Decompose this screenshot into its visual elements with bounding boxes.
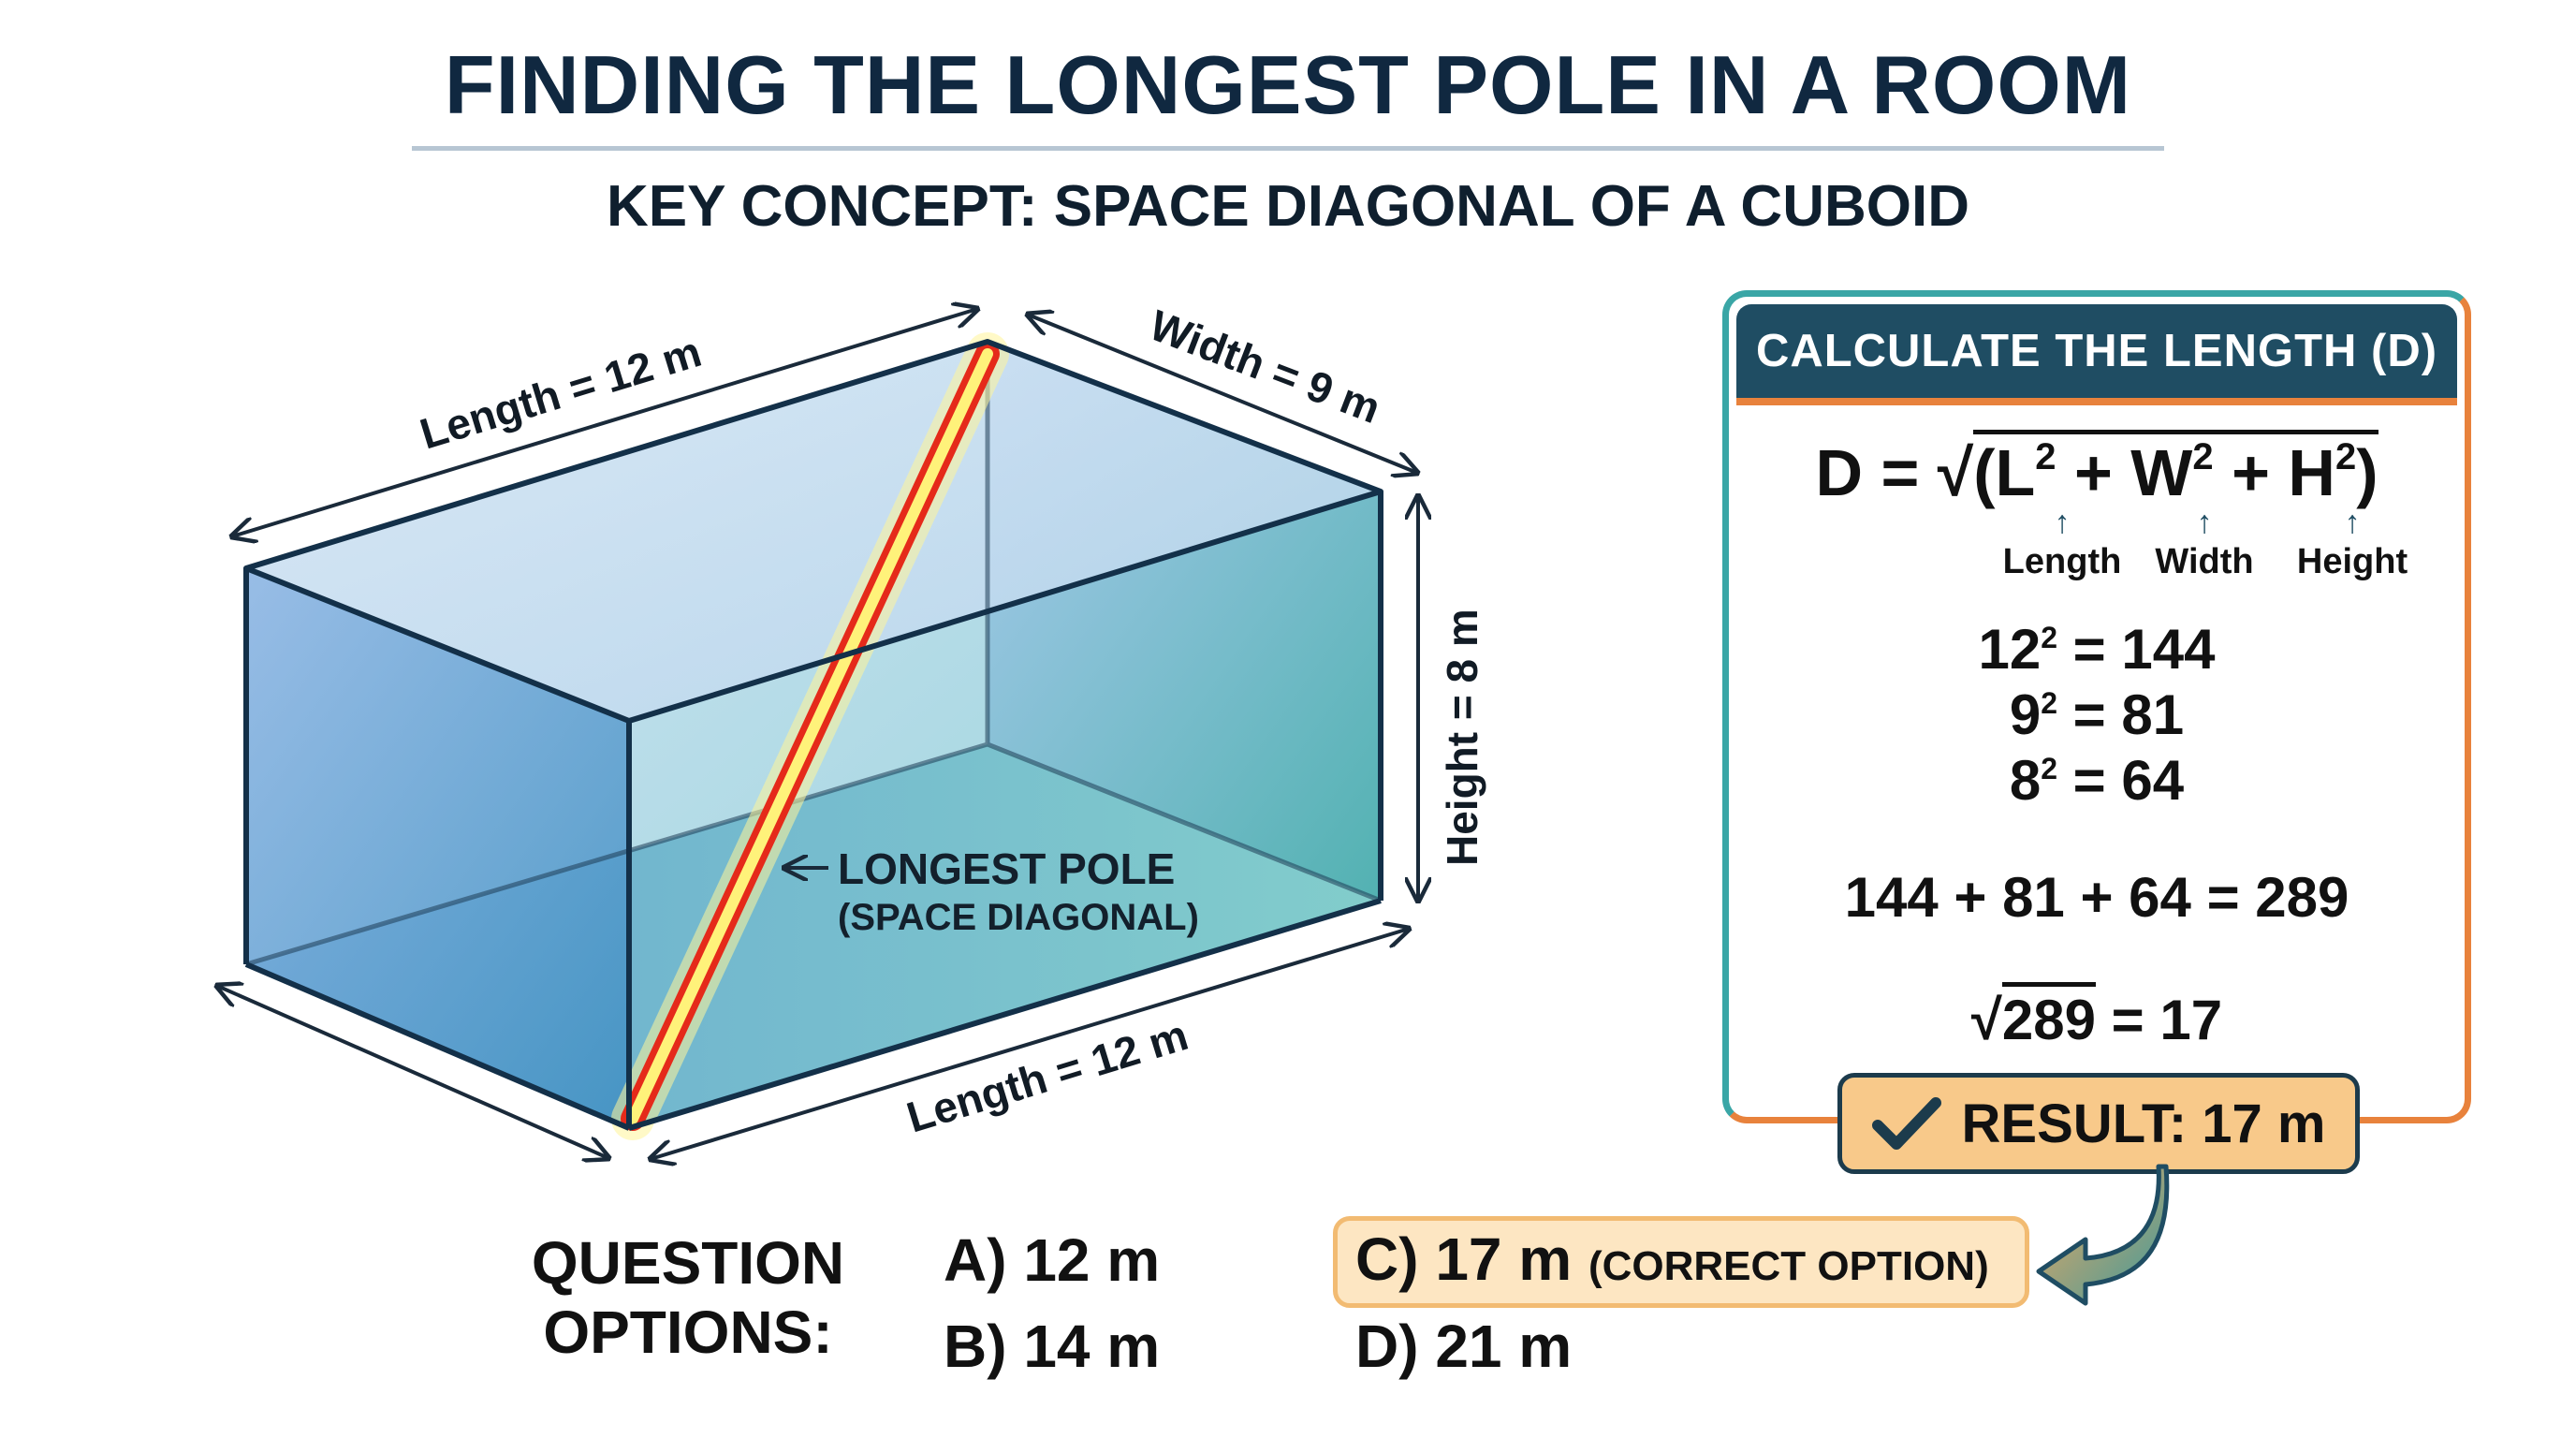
root-line: √289 = 17 xyxy=(1729,982,2465,1052)
pole-sublabel: (SPACE DIAGONAL) xyxy=(838,897,1199,938)
hidden-edges xyxy=(245,342,1382,967)
calc-header-accent xyxy=(1736,398,2457,405)
option-d: D) 21 m xyxy=(1355,1313,1573,1380)
option-b: B) 14 m xyxy=(944,1313,1161,1380)
checkmark-icon xyxy=(1871,1097,1941,1150)
sqrt-icon: √ xyxy=(1970,989,2002,1051)
square-line: 82 = 64 xyxy=(2009,749,2185,812)
title-divider xyxy=(412,146,2164,151)
var-label-length: Length xyxy=(2002,542,2122,581)
option-c: C) 17 m (CORRECT OPTION) xyxy=(1355,1225,1989,1293)
page-title: FINDING THE LONGEST POLE IN A ROOM xyxy=(444,38,2132,131)
dimension-arrows xyxy=(217,309,1418,1159)
var-label-height: Height xyxy=(2296,542,2408,581)
arrow-up-icon: ↑ xyxy=(2054,505,2071,540)
result-text: RESULT: 17 m xyxy=(1961,1093,2326,1154)
height-label: Height = 8 m xyxy=(1438,609,1486,866)
calc-header: CALCULATE THE LENGTH (D) xyxy=(1736,304,2457,398)
formula: D = √(L2 + W2 + H2) xyxy=(1729,430,2465,510)
curved-arrow-icon xyxy=(2036,1164,2170,1306)
correct-option-highlight xyxy=(1333,1216,2029,1308)
calculation-panel: CALCULATE THE LENGTH (D) D = √(L2 + W2 +… xyxy=(1722,290,2471,1123)
square-line: 92 = 81 xyxy=(2009,683,2185,746)
page-subtitle: KEY CONCEPT: SPACE DIAGONAL OF A CUBOID xyxy=(607,174,1969,239)
sum-line: 144 + 81 + 64 = 289 xyxy=(1844,866,2349,929)
square-line: 122 = 144 xyxy=(1978,618,2216,681)
option-a: A) 12 m xyxy=(944,1226,1161,1294)
var-label-width: Width xyxy=(2155,542,2254,581)
sqrt-icon: √ xyxy=(1937,436,1974,509)
result-badge: RESULT: 17 m xyxy=(1837,1073,2360,1174)
arrow-up-icon: ↑ xyxy=(2344,505,2361,540)
question-label: QUESTION OPTIONS: xyxy=(531,1229,845,1366)
formula-lhs: D = xyxy=(1815,436,1938,509)
arrow-up-icon: ↑ xyxy=(2196,505,2213,540)
pole-label: LONGEST POLE xyxy=(838,844,1175,893)
formula-radicand: (L2 + W2 + H2) xyxy=(1973,430,2378,509)
